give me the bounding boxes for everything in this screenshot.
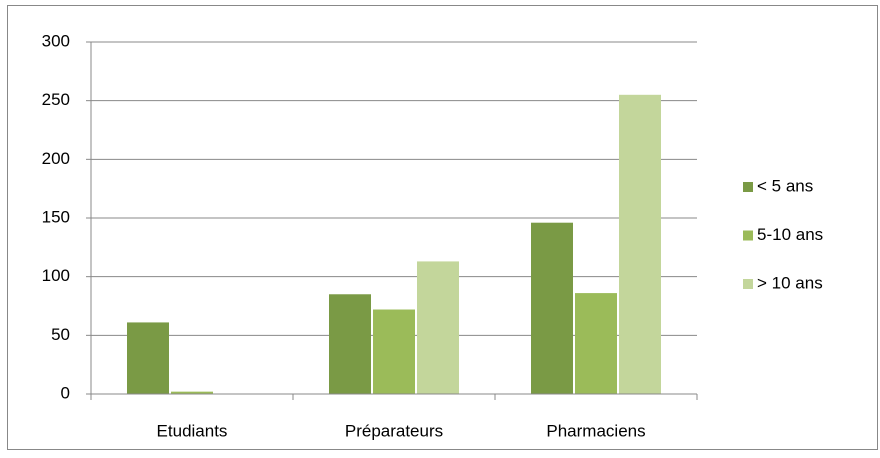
y-tick-label: 50 [51, 325, 70, 344]
x-tick-label: Préparateurs [345, 421, 443, 440]
bar [171, 391, 213, 394]
y-tick-label: 250 [42, 90, 70, 109]
bar [417, 261, 459, 394]
legend-swatch [743, 182, 753, 192]
legend-label: > 10 ans [757, 273, 823, 292]
bar [127, 322, 169, 394]
y-tick-label: 100 [42, 266, 70, 285]
bar [619, 94, 661, 395]
bar [531, 222, 573, 394]
x-tick-label: Etudiants [157, 421, 228, 440]
legend-swatch [743, 230, 753, 241]
y-tick-label: 200 [42, 149, 70, 168]
x-tick-label: Pharmaciens [546, 421, 645, 440]
legend-label: < 5 ans [757, 176, 813, 195]
legend-label: 5-10 ans [757, 225, 823, 244]
bar [329, 294, 371, 394]
bar [373, 309, 415, 394]
legend-swatch [743, 279, 753, 289]
y-tick-label: 0 [61, 383, 70, 402]
y-tick-label: 300 [42, 31, 70, 50]
bar [575, 293, 617, 394]
y-tick-label: 150 [42, 207, 70, 226]
